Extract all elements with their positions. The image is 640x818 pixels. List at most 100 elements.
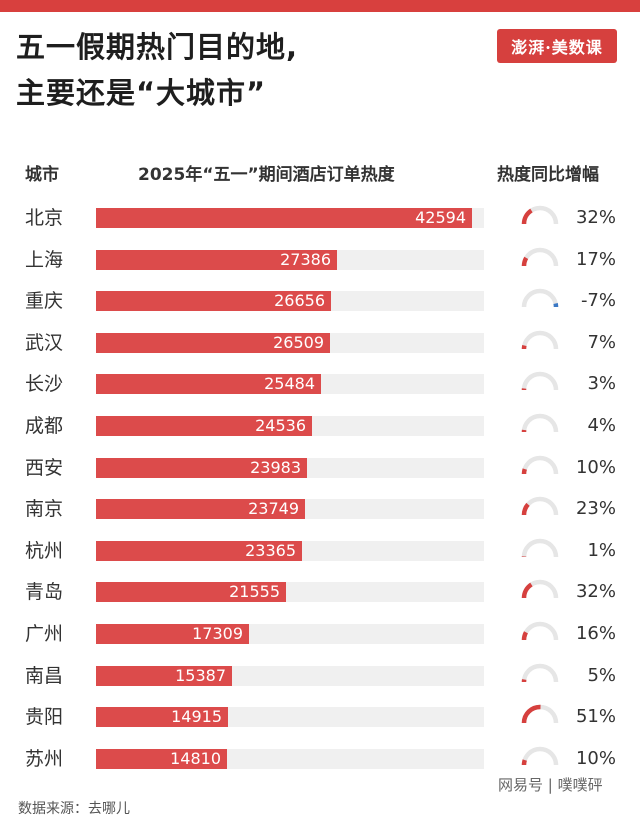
gauge-arc: [524, 257, 526, 265]
bar-track: 23749: [96, 499, 484, 519]
bar-track: 42594: [96, 208, 484, 228]
chart-row: 重庆 26656 -7%: [0, 282, 640, 320]
category-label: 南昌: [25, 657, 63, 695]
yoy-gauge: [518, 451, 562, 477]
chart-row: 南京 23749 23%: [0, 490, 640, 528]
bar-track: 25484: [96, 374, 484, 394]
bar-track: 27386: [96, 250, 484, 270]
category-label: 重庆: [25, 282, 63, 320]
chart-row: 武汉 26509 7%: [0, 324, 640, 362]
chart-row: 西安 23983 10%: [0, 449, 640, 487]
yoy-value: 23%: [566, 490, 616, 528]
yoy-gauge: [518, 575, 562, 601]
yoy-value: 10%: [566, 449, 616, 487]
bar-value-label: 23983: [96, 458, 307, 478]
page-title: 五一假期热门目的地, 主要还是“大城市”: [16, 24, 298, 116]
column-header-yoy: 热度同比增幅: [497, 160, 599, 185]
yoy-value: 3%: [566, 365, 616, 403]
bar-track: 14810: [96, 749, 484, 769]
bar-value-label: 23365: [96, 541, 302, 561]
gauge-arc: [524, 707, 541, 723]
bar-value-label: 23749: [96, 499, 305, 519]
chart-row: 南昌 15387 5%: [0, 657, 640, 695]
yoy-value: -7%: [566, 282, 616, 320]
category-label: 成都: [25, 407, 63, 445]
bar-value-label: 17309: [96, 624, 249, 644]
bar-value-label: 14915: [96, 707, 228, 727]
gauge-arc: [524, 632, 526, 640]
bar-value-label: 27386: [96, 250, 337, 270]
watermark: 网易号 | 噗噗砰: [498, 774, 603, 795]
yoy-gauge: [518, 492, 562, 518]
yoy-gauge: [518, 617, 562, 643]
yoy-value: 5%: [566, 657, 616, 695]
yoy-gauge: [518, 742, 562, 768]
category-label: 杭州: [25, 532, 63, 570]
bar-track: 23983: [96, 458, 484, 478]
yoy-gauge: [518, 534, 562, 560]
bar-track: 21555: [96, 582, 484, 602]
yoy-value: 10%: [566, 740, 616, 778]
column-header-city: 城市: [25, 160, 59, 185]
gauge-arc: [524, 210, 531, 224]
bar-value-label: 15387: [96, 666, 232, 686]
chart-row: 成都 24536 4%: [0, 407, 640, 445]
title-line-2: 主要还是“大城市”: [16, 70, 298, 116]
yoy-gauge: [518, 367, 562, 393]
bar-track: 23365: [96, 541, 484, 561]
category-label: 南京: [25, 490, 63, 528]
bar-value-label: 26509: [96, 333, 330, 353]
category-label: 西安: [25, 449, 63, 487]
yoy-gauge: [518, 700, 562, 726]
gauge-track: [524, 624, 556, 640]
gauge-arc: [524, 760, 525, 765]
yoy-gauge: [518, 659, 562, 685]
bar-value-label: 21555: [96, 582, 286, 602]
gauge-arc: [524, 585, 531, 599]
bar-track: 15387: [96, 666, 484, 686]
bar-value-label: 14810: [96, 749, 227, 769]
chart-row: 长沙 25484 3%: [0, 365, 640, 403]
yoy-value: 7%: [566, 324, 616, 362]
gauge-track: [524, 250, 556, 266]
category-label: 贵阳: [25, 698, 63, 736]
gauge-track: [524, 541, 556, 557]
top-accent-bar: [0, 0, 640, 12]
bar-value-label: 24536: [96, 416, 312, 436]
yoy-value: 32%: [566, 199, 616, 237]
category-label: 武汉: [25, 324, 63, 362]
category-label: 苏州: [25, 740, 63, 778]
gauge-track: [524, 666, 556, 682]
yoy-value: 17%: [566, 241, 616, 279]
gauge-track: [524, 374, 556, 390]
brand-logo: 澎湃·美数课: [497, 29, 617, 63]
category-label: 长沙: [25, 365, 63, 403]
category-label: 北京: [25, 199, 63, 237]
bar-value-label: 42594: [96, 208, 472, 228]
gauge-track: [524, 458, 556, 474]
category-label: 广州: [25, 615, 63, 653]
bar-value-label: 25484: [96, 374, 321, 394]
bar-track: 14915: [96, 707, 484, 727]
yoy-value: 4%: [566, 407, 616, 445]
gauge-track: [524, 749, 556, 765]
bar-value-label: 26656: [96, 291, 331, 311]
yoy-gauge: [518, 243, 562, 269]
gauge-track: [524, 416, 556, 432]
yoy-gauge: [518, 284, 562, 310]
column-header-heat: 2025年“五一”期间酒店订单热度: [138, 160, 438, 185]
gauge-track: [524, 333, 556, 349]
bar-track: 26656: [96, 291, 484, 311]
yoy-value: 1%: [566, 532, 616, 570]
data-source: 数据来源：去哪儿: [18, 798, 130, 818]
gauge-track: [524, 291, 556, 307]
chart-row: 杭州 23365 1%: [0, 532, 640, 570]
bar-track: 24536: [96, 416, 484, 436]
category-label: 青岛: [25, 573, 63, 611]
title-line-1: 五一假期热门目的地,: [16, 24, 298, 70]
yoy-gauge: [518, 326, 562, 352]
gauge-arc: [524, 469, 525, 474]
